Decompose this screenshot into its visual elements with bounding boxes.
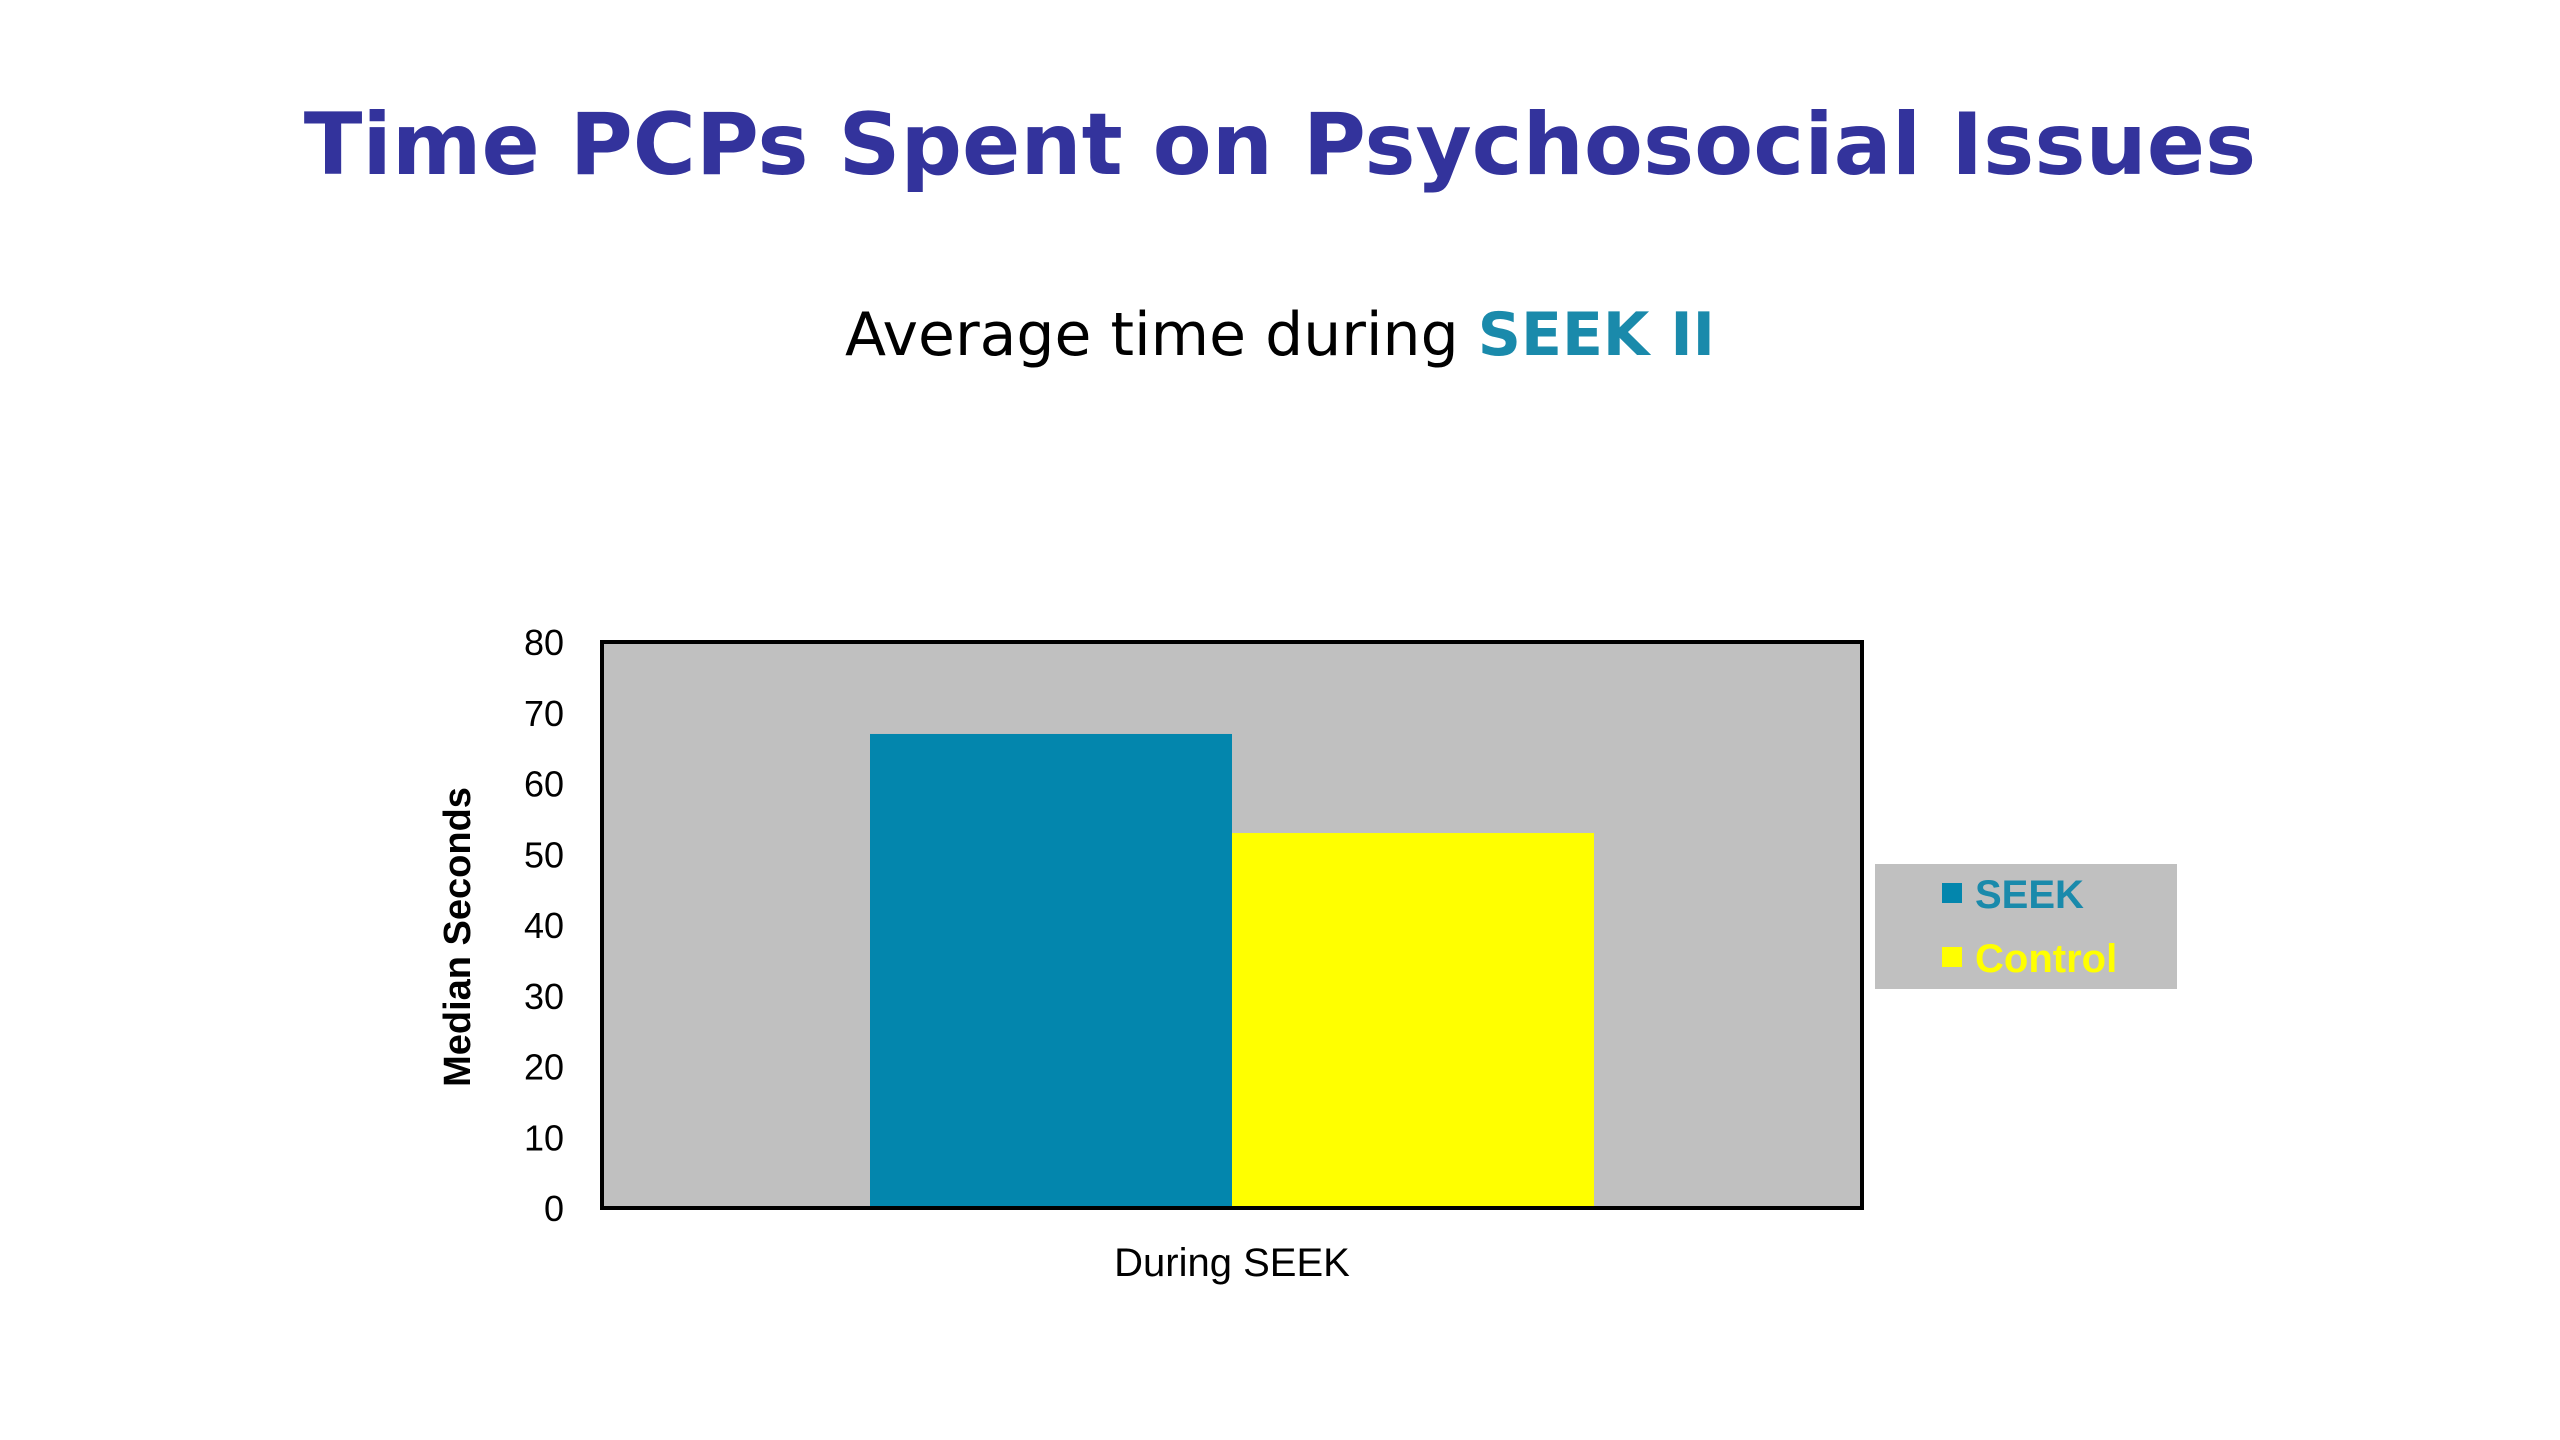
y-tick-label: 80	[524, 622, 564, 663]
slide-title: Time PCPs Spent on Psychosocial Issues	[303, 95, 2257, 195]
y-axis-label: Median Seconds	[437, 787, 479, 1087]
legend-label-control: Control	[1975, 937, 2117, 981]
legend-swatch-control	[1942, 947, 1962, 967]
y-tick-label: 70	[524, 693, 564, 734]
plot-frame	[600, 640, 1864, 1210]
y-tick-label: 0	[544, 1188, 564, 1229]
y-tick-label: 30	[524, 976, 564, 1017]
y-tick-label: 20	[524, 1047, 564, 1088]
y-tick-label: 10	[524, 1117, 564, 1158]
y-tick-label: 40	[524, 905, 564, 946]
x-tick-label: During SEEK	[1114, 1241, 1350, 1285]
y-tick-label: 60	[524, 764, 564, 805]
bar-control-0	[1232, 833, 1594, 1208]
bar-seek-0	[870, 733, 1232, 1208]
subtitle-highlight: SEEK II	[1477, 300, 1715, 370]
legend: SEEK Control	[1875, 864, 2177, 989]
legend-box	[1875, 864, 2177, 989]
subtitle-prefix: Average time during	[845, 300, 1478, 370]
legend-swatch-seek	[1942, 883, 1962, 903]
bars-group	[870, 733, 1594, 1208]
y-tick-label: 50	[524, 834, 564, 875]
slide-subtitle: Average time during SEEK II	[0, 300, 2560, 370]
y-axis-ticks: 0 10 20 30 40 50 60 70 80	[524, 622, 564, 1229]
legend-label-seek: SEEK	[1975, 873, 2084, 917]
x-axis-ticks: During SEEK	[1114, 1241, 1350, 1285]
